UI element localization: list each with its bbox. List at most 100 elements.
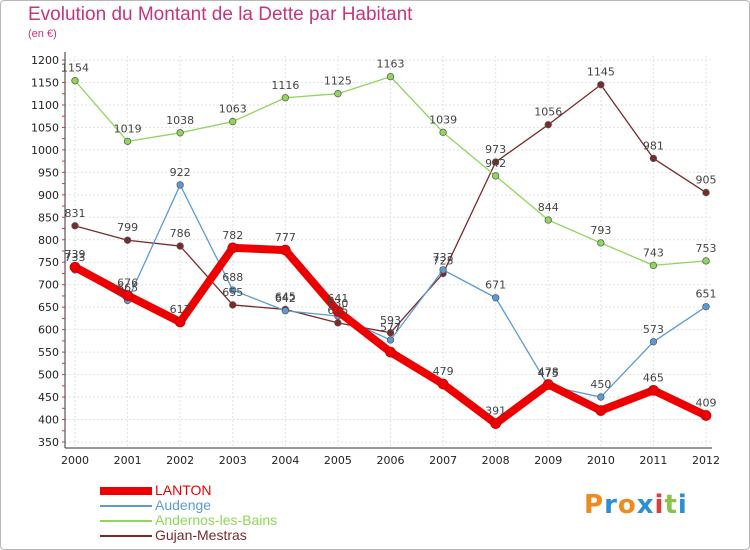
data-point	[702, 303, 710, 311]
data-point	[123, 236, 132, 244]
chart-unit: (en €)	[28, 28, 57, 40]
data-label: 630	[327, 297, 348, 310]
data-labels: 739 676 617 782 777 641 479 391 478 465 409 733 665 9…	[61, 58, 717, 418]
data-label: 688	[222, 271, 243, 284]
data-label: 655	[222, 286, 243, 299]
legend-swatch	[100, 534, 152, 537]
y-tick-label: 700	[38, 279, 59, 292]
data-point	[386, 336, 395, 344]
legend-item: Gujan-Mestras	[100, 528, 360, 543]
data-label: 1116	[271, 79, 299, 92]
data-label: 1154	[61, 62, 89, 75]
y-tick-label: 1000	[31, 144, 59, 157]
data-label: 1019	[114, 122, 142, 135]
data-label: 1038	[166, 114, 194, 127]
x-tick-label: 2009	[534, 454, 562, 467]
legend-swatch	[100, 486, 152, 495]
data-label: 981	[643, 139, 664, 152]
x-tick-label: 2000	[61, 454, 89, 467]
data-label: 577	[380, 321, 401, 334]
data-point	[229, 301, 237, 309]
legend-swatch	[100, 504, 152, 507]
data-point	[71, 77, 79, 85]
legend: LANTON Audenge Andernos-les-Bains Gujan-Mes…	[100, 483, 360, 543]
data-label: 733	[65, 251, 86, 264]
data-label: 1145	[587, 66, 615, 79]
data-point	[702, 257, 710, 265]
data-point	[439, 128, 447, 137]
data-label: 831	[65, 207, 86, 220]
data-point	[281, 307, 289, 315]
data-label: 642	[275, 292, 296, 305]
y-tick-label: 850	[38, 211, 59, 224]
data-point	[334, 319, 342, 327]
data-point	[385, 346, 396, 358]
data-label: 645	[275, 290, 296, 303]
chart-title: Evolution du Montant de la Dette par Hab…	[28, 4, 413, 25]
data-label: 733	[433, 251, 454, 264]
x-tick-label: 2008	[482, 454, 510, 467]
data-point	[279, 244, 291, 256]
x-tick-label: 2010	[587, 454, 615, 467]
data-point	[281, 94, 289, 102]
data-label: 409	[696, 396, 717, 409]
data-point	[176, 129, 184, 137]
legend-item: LANTON	[100, 483, 360, 498]
y-tick-label: 650	[38, 301, 59, 314]
data-point	[176, 242, 184, 250]
y-tick-label: 900	[38, 189, 59, 202]
proxiti-logo: Proxiti	[584, 490, 688, 520]
logo-letter: t	[664, 490, 678, 520]
data-label: 1039	[429, 113, 457, 126]
data-label: 593	[380, 314, 401, 327]
data-point	[437, 378, 449, 390]
data-point	[595, 405, 607, 416]
logo-letter: P	[584, 490, 605, 520]
y-tick-label: 750	[38, 256, 59, 269]
x-tick-label: 2004	[271, 454, 299, 467]
data-point	[597, 239, 605, 247]
x-tick-label: 2001	[114, 454, 142, 467]
data-label: 793	[590, 224, 611, 237]
data-point	[597, 393, 605, 401]
data-point	[490, 418, 502, 429]
data-point	[544, 216, 552, 224]
data-label: 1056	[534, 106, 562, 119]
logo-letter: r	[604, 490, 618, 520]
data-label: 475	[538, 367, 559, 380]
y-tick-label: 1050	[31, 121, 59, 134]
data-point	[492, 294, 500, 302]
data-point	[71, 222, 79, 230]
data-label: 786	[170, 227, 191, 240]
data-point	[386, 329, 395, 337]
gridlines	[65, 56, 712, 448]
data-point	[492, 158, 500, 166]
y-tick-label: 1200	[31, 54, 59, 67]
data-point	[386, 72, 395, 81]
data-point	[700, 410, 712, 421]
data-point	[174, 316, 186, 328]
legend-label: LANTON	[155, 482, 212, 498]
data-label: 651	[696, 288, 717, 301]
data-label: 617	[170, 303, 191, 316]
axes: 350 400 450 500 550 600 650 700 750 800 850 900 950 1…	[31, 52, 720, 467]
data-label: 1163	[377, 58, 405, 71]
data-point	[229, 286, 237, 294]
data-label: 782	[222, 229, 243, 242]
data-point	[122, 290, 133, 301]
data-label: 671	[485, 279, 506, 292]
data-label: 615	[327, 304, 348, 317]
legend-swatch	[100, 519, 152, 522]
line-chart: 350 400 450 500 550 600 650 700 750 800 850 900 950 1…	[31, 52, 720, 467]
logo-letter: i	[677, 490, 688, 520]
data-label: 905	[696, 174, 717, 187]
data-point	[649, 338, 658, 346]
legend-item: Audenge	[100, 498, 360, 513]
legend-label: Gujan-Mestras	[155, 527, 247, 543]
data-point	[123, 137, 132, 145]
data-label: 973	[485, 143, 506, 156]
legend-item: Andernos-les-Bains	[100, 513, 360, 528]
data-point	[227, 242, 239, 254]
logo-letter: o	[617, 490, 637, 520]
